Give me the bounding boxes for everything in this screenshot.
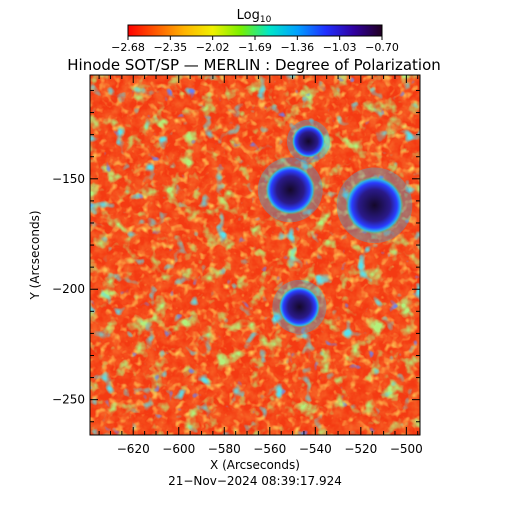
sunspot bbox=[278, 286, 321, 328]
timestamp: 21−Nov−2024 08:39:17.924 bbox=[168, 474, 342, 488]
colorbar-title: Log10 bbox=[237, 8, 272, 25]
polarization-map bbox=[90, 75, 420, 435]
y-axis-label: Y (Arcseconds) bbox=[28, 210, 42, 300]
colorbar-tick-label: −0.70 bbox=[365, 41, 399, 54]
sunspot bbox=[265, 165, 316, 215]
colorbar-tick-label: −2.02 bbox=[196, 41, 230, 54]
sunspot-regions bbox=[257, 119, 413, 334]
y-tick-label: −150 bbox=[52, 172, 85, 186]
plot-frame bbox=[89, 74, 421, 436]
y-axis-ticks: −150 −200 −250 bbox=[52, 89, 420, 423]
x-tick-label: −620 bbox=[117, 442, 150, 456]
colorbar-tick-label: −2.68 bbox=[111, 41, 145, 54]
colorbar-tick-label: −1.36 bbox=[280, 41, 314, 54]
x-tick-label: −600 bbox=[162, 442, 195, 456]
colorbar bbox=[127, 24, 383, 37]
colorbar-tick-label: −2.35 bbox=[153, 41, 187, 54]
colorbar-ticks: −2.68 −2.35 −2.02 −1.69 −1.36 −1.03 −0.70 bbox=[111, 36, 399, 54]
x-tick-label: −580 bbox=[208, 442, 241, 456]
y-tick-label: −250 bbox=[52, 393, 85, 407]
sunspot bbox=[291, 124, 325, 158]
colorbar-tick-label: −1.03 bbox=[323, 41, 357, 54]
sunspot bbox=[345, 176, 404, 235]
x-tick-label: −500 bbox=[390, 442, 423, 456]
y-tick-label: −200 bbox=[52, 282, 85, 296]
x-axis-label: X (Arcseconds) bbox=[210, 458, 300, 472]
plot-title: Hinode SOT/SP — MERLIN : Degree of Polar… bbox=[67, 56, 441, 74]
x-tick-label: −520 bbox=[344, 442, 377, 456]
x-tick-label: −540 bbox=[299, 442, 332, 456]
x-axis-ticks: −620 −600 −580 −560 −540 −520 −500 bbox=[98, 75, 423, 456]
colorbar-tick-label: −1.69 bbox=[238, 41, 272, 54]
x-tick-label: −560 bbox=[253, 442, 286, 456]
